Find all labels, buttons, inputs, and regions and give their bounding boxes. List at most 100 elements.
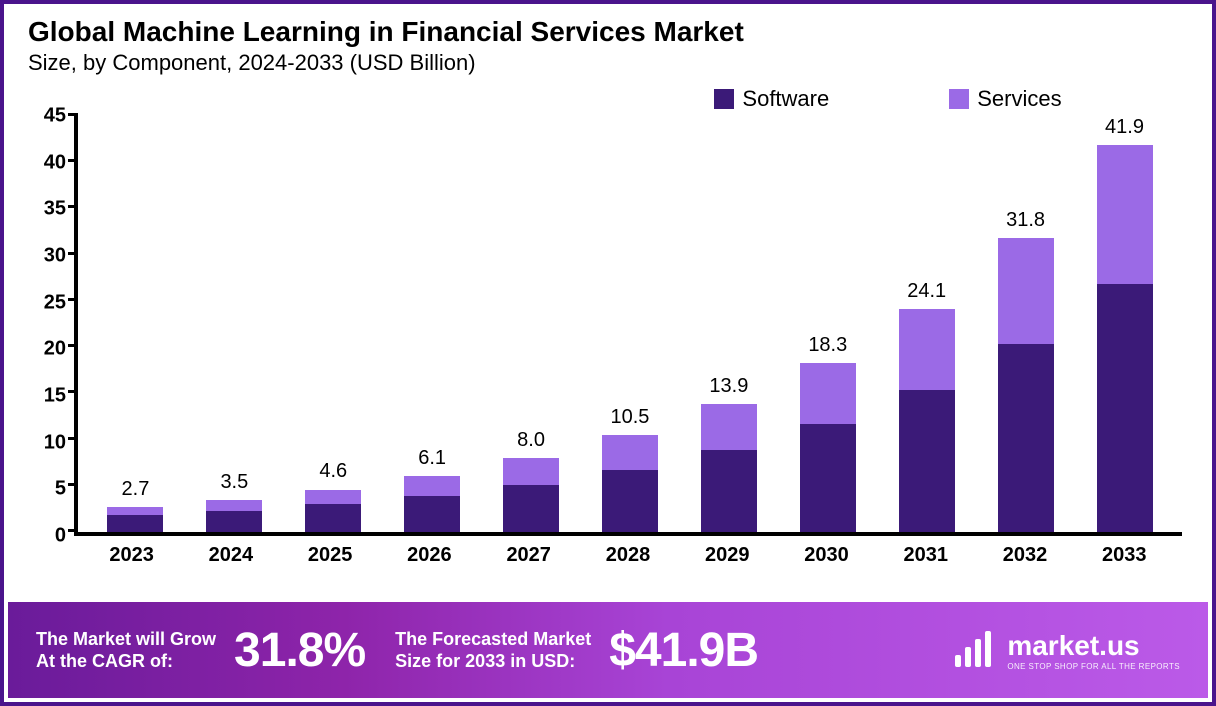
bar-total-label: 24.1 [907,280,946,303]
bar-total-label: 41.9 [1105,116,1144,139]
bar-group: 24.1 [877,309,976,532]
header: Global Machine Learning in Financial Ser… [4,4,1212,80]
chart-title: Global Machine Learning in Financial Ser… [28,16,1188,48]
bar-segment-services [206,500,262,511]
y-tick-mark [68,390,78,393]
bar-segment-software [701,450,757,532]
bar-group: 6.1 [383,476,482,532]
y-tick-mark [68,344,78,347]
logo-icon [951,627,997,673]
chart-area: 051015202530354045 2.73.54.66.18.010.513… [74,116,1182,536]
y-tick-mark [68,298,78,301]
bar-segment-services [602,435,658,470]
logo-tag: ONE STOP SHOP FOR ALL THE REPORTS [1007,662,1180,671]
chart-card: Global Machine Learning in Financial Ser… [0,0,1216,706]
bar-total-label: 10.5 [611,406,650,429]
bar-total-label: 18.3 [808,334,847,357]
bar [1097,145,1153,532]
bar-group: 10.5 [581,435,680,532]
y-axis: 051015202530354045 [24,116,74,536]
bar-segment-software [305,504,361,532]
bar [899,309,955,532]
footer-banner: The Market will GrowAt the CAGR of: 31.8… [8,602,1208,698]
y-tick-mark [68,159,78,162]
bar-segment-software [206,511,262,532]
x-tick: 2031 [876,544,975,567]
bar-segment-software [1097,284,1153,532]
x-tick: 2033 [1075,544,1174,567]
logo-name: market.us [1007,630,1180,662]
bar-group: 31.8 [976,238,1075,532]
bar-total-label: 31.8 [1006,209,1045,232]
legend-swatch-software [714,89,734,109]
y-tick-mark [68,483,78,486]
bar-total-label: 4.6 [319,460,347,483]
forecast-label: The Forecasted MarketSize for 2033 in US… [395,628,591,673]
bar-segment-services [503,458,559,485]
x-tick: 2023 [82,544,181,567]
plot: 2.73.54.66.18.010.513.918.324.131.841.9 [74,116,1182,536]
y-tick: 20 [44,338,66,361]
legend-item-software: Software [714,86,829,112]
cagr-label: The Market will GrowAt the CAGR of: [36,628,216,673]
bar [107,507,163,532]
y-tick: 25 [44,291,66,314]
y-tick-mark [68,529,78,532]
legend-label-services: Services [977,86,1061,112]
bar [800,363,856,532]
bar-segment-software [503,485,559,532]
bar-segment-software [899,390,955,532]
brand-logo: market.us ONE STOP SHOP FOR ALL THE REPO… [951,627,1180,673]
y-tick-mark [68,437,78,440]
bar-group: 13.9 [679,404,778,532]
bar-group: 8.0 [482,458,581,532]
y-tick-mark [68,252,78,255]
forecast-value: $41.9B [609,623,758,678]
bar-total-label: 6.1 [418,447,446,470]
y-tick-mark [68,113,78,116]
bar [404,476,460,532]
legend: Software Services [4,86,1212,112]
x-tick: 2026 [380,544,479,567]
legend-item-services: Services [949,86,1061,112]
bar-segment-services [998,238,1054,344]
y-tick: 5 [55,478,66,501]
bar-total-label: 2.7 [122,478,150,501]
x-tick: 2024 [181,544,280,567]
bar-segment-software [602,470,658,532]
bar [206,500,262,532]
y-tick: 30 [44,245,66,268]
y-tick: 0 [55,525,66,548]
bar-segment-software [107,515,163,532]
bar [305,490,361,533]
bar-group: 18.3 [778,363,877,532]
bar [503,458,559,532]
bar-segment-services [800,363,856,424]
y-tick: 15 [44,385,66,408]
x-tick: 2032 [975,544,1074,567]
bar-segment-services [305,490,361,505]
x-tick: 2030 [777,544,876,567]
bar-total-label: 13.9 [709,375,748,398]
bar-group: 3.5 [185,500,284,532]
x-tick: 2028 [578,544,677,567]
bar-segment-services [899,309,955,389]
y-tick-mark [68,205,78,208]
bar-segment-software [998,344,1054,532]
bar-group: 2.7 [86,507,185,532]
chart-subtitle: Size, by Component, 2024-2033 (USD Billi… [28,50,1188,76]
cagr-value: 31.8% [234,623,365,678]
forecast-block: The Forecasted MarketSize for 2033 in US… [395,623,758,678]
x-tick: 2027 [479,544,578,567]
bar-segment-services [701,404,757,450]
legend-swatch-services [949,89,969,109]
bar [998,238,1054,532]
y-tick: 45 [44,105,66,128]
bar [701,404,757,532]
bar-segment-services [404,476,460,496]
y-tick: 40 [44,151,66,174]
bar-total-label: 8.0 [517,429,545,452]
y-tick: 10 [44,431,66,454]
bar-group: 4.6 [284,490,383,533]
bar [602,435,658,532]
